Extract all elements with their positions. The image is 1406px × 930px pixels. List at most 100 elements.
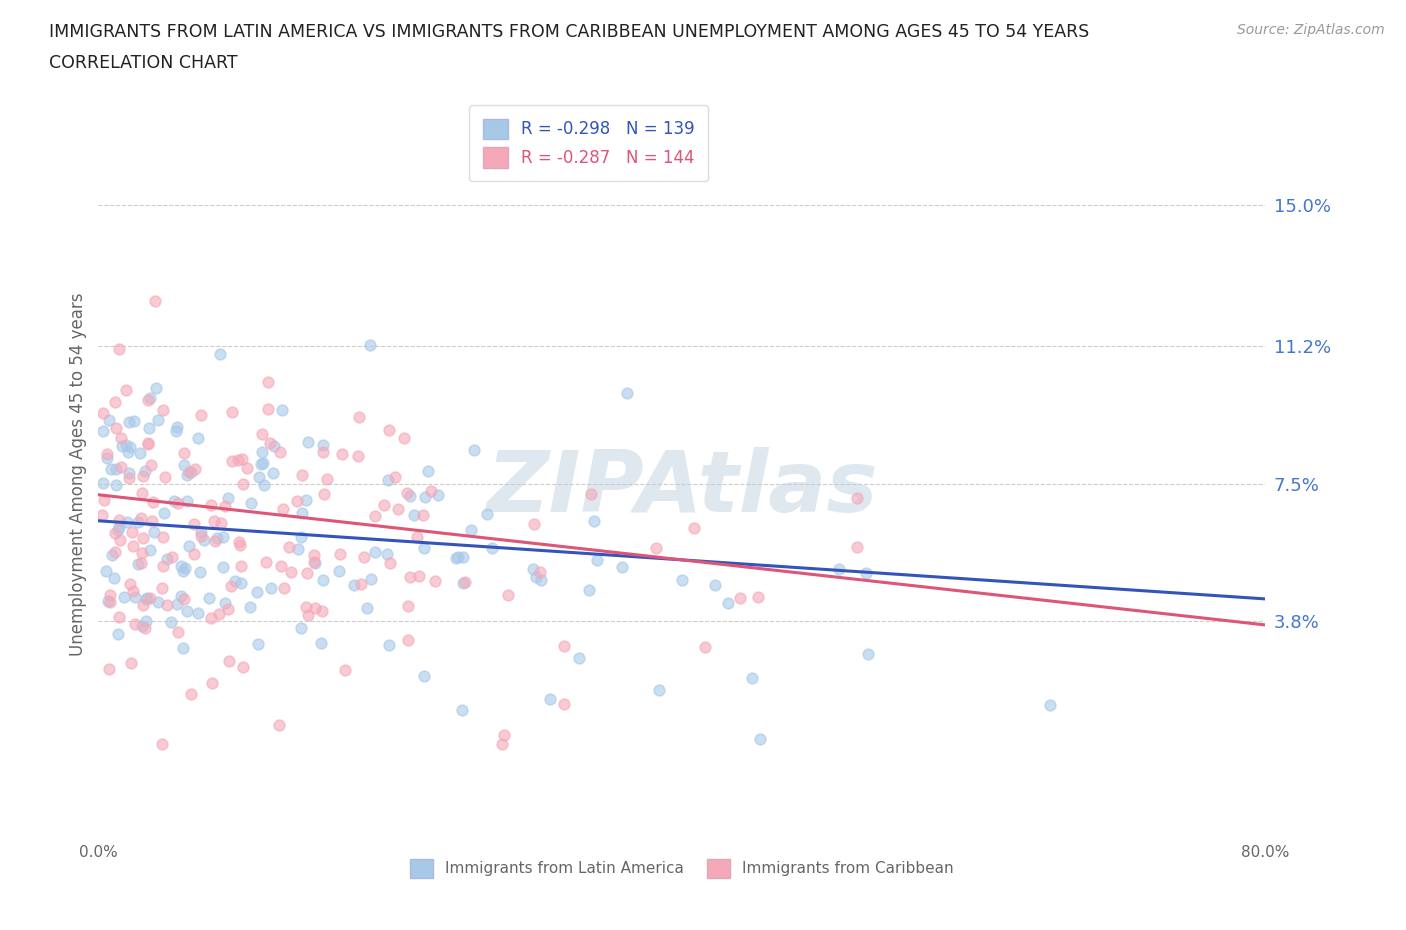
Point [494, 727, 516, 742]
Point [295, 565, 318, 580]
Point [201, 676, 224, 691]
Point [141, 514, 163, 529]
Point [267, 717, 290, 732]
Point [200, 610, 222, 625]
Point [413, 669, 436, 684]
Point [139, 391, 162, 405]
Point [285, 494, 308, 509]
Point [231, 452, 253, 467]
Point [100, 462, 122, 477]
Point [139, 591, 162, 606]
Point [252, 456, 274, 471]
Point [108, 609, 131, 624]
Point [91, 475, 114, 490]
Point [295, 493, 318, 508]
Legend: Immigrants from Latin America, Immigrants from Caribbean: Immigrants from Latin America, Immigrant… [404, 853, 960, 884]
Point [446, 550, 468, 565]
Point [108, 520, 131, 535]
Point [239, 496, 262, 511]
Point [378, 638, 401, 653]
Point [221, 454, 243, 469]
Point [166, 596, 188, 611]
Point [179, 538, 201, 553]
Text: CORRELATION CHART: CORRELATION CHART [49, 54, 238, 72]
Point [280, 565, 302, 579]
Point [179, 465, 201, 480]
Point [454, 575, 477, 590]
Point [97, 661, 120, 676]
Point [121, 525, 143, 539]
Point [190, 525, 212, 539]
Point [405, 529, 427, 544]
Point [412, 508, 434, 523]
Point [342, 578, 364, 592]
Point [176, 468, 198, 483]
Point [209, 515, 232, 530]
Point [172, 564, 194, 578]
Point [129, 555, 152, 570]
Point [349, 577, 371, 591]
Point [302, 554, 325, 569]
Point [110, 438, 132, 453]
Point [159, 615, 181, 630]
Point [167, 625, 190, 640]
Point [356, 600, 378, 615]
Point [172, 641, 194, 656]
Point [364, 509, 387, 524]
Point [141, 458, 163, 472]
Point [214, 596, 236, 611]
Point [118, 466, 141, 481]
Point [273, 580, 295, 595]
Point [404, 508, 426, 523]
Point [270, 558, 292, 573]
Point [578, 582, 600, 597]
Point [645, 541, 668, 556]
Point [205, 530, 228, 545]
Point [190, 408, 212, 423]
Point [173, 458, 195, 472]
Point [856, 647, 879, 662]
Point [142, 525, 165, 540]
Point [311, 604, 333, 618]
Point [828, 562, 851, 577]
Text: IMMIGRANTS FROM LATIN AMERICA VS IMMIGRANTS FROM CARIBBEAN UNEMPLOYMENT AMONG AG: IMMIGRANTS FROM LATIN AMERICA VS IMMIGRA… [49, 23, 1090, 41]
Point [522, 562, 544, 577]
Point [221, 405, 243, 419]
Point [269, 445, 291, 459]
Point [100, 548, 122, 563]
Point [256, 555, 278, 570]
Point [236, 460, 259, 475]
Point [412, 540, 434, 555]
Point [228, 535, 250, 550]
Point [160, 550, 183, 565]
Point [375, 547, 398, 562]
Point [360, 572, 382, 587]
Point [124, 617, 146, 631]
Point [304, 555, 326, 570]
Point [228, 538, 250, 553]
Point [671, 573, 693, 588]
Point [212, 559, 235, 574]
Point [477, 506, 499, 521]
Point [704, 578, 727, 592]
Point [363, 545, 385, 560]
Point [239, 600, 262, 615]
Point [91, 423, 114, 438]
Point [315, 472, 337, 486]
Point [217, 490, 239, 505]
Point [420, 484, 443, 498]
Point [176, 604, 198, 618]
Point [152, 558, 174, 573]
Point [98, 412, 121, 427]
Point [232, 476, 254, 491]
Point [347, 449, 370, 464]
Point [648, 683, 671, 698]
Point [302, 548, 325, 563]
Point [246, 637, 269, 652]
Point [529, 565, 551, 579]
Point [142, 494, 165, 509]
Point [94, 564, 117, 578]
Point [523, 516, 546, 531]
Point [135, 591, 157, 605]
Point [291, 468, 314, 483]
